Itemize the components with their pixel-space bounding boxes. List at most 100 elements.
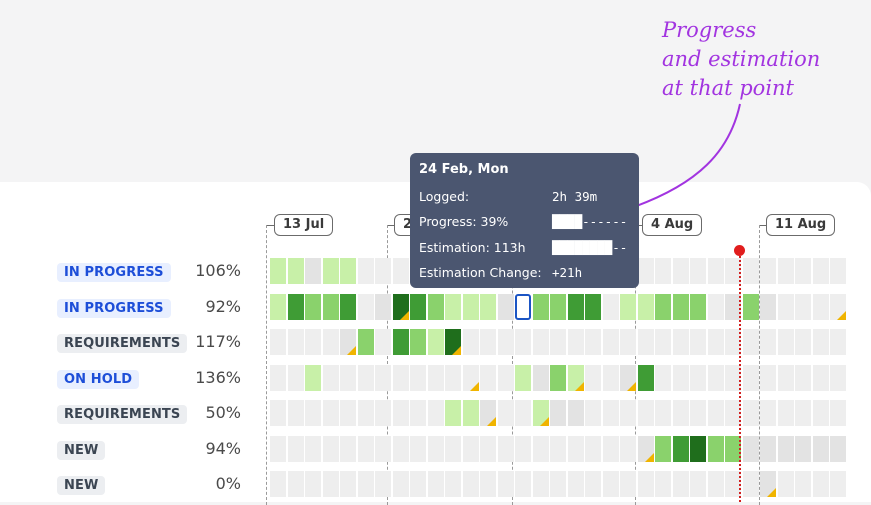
grid-cell[interactable] xyxy=(480,365,496,391)
grid-cell[interactable] xyxy=(585,365,601,391)
grid-cell[interactable] xyxy=(690,471,706,497)
status-badge[interactable]: ON HOLD xyxy=(57,370,140,389)
grid-cell[interactable] xyxy=(410,400,426,426)
grid-cell[interactable] xyxy=(602,365,619,391)
grid-cell[interactable] xyxy=(742,400,759,426)
grid-cell[interactable] xyxy=(725,294,741,320)
grid-cell[interactable] xyxy=(672,436,689,462)
grid-cell[interactable] xyxy=(672,294,689,320)
grid-cell[interactable] xyxy=(322,365,339,391)
grid-cell[interactable] xyxy=(287,365,304,391)
grid-cell[interactable] xyxy=(427,365,444,391)
grid-cell[interactable] xyxy=(672,365,689,391)
grid-cell[interactable] xyxy=(287,471,304,497)
grid-cell[interactable] xyxy=(270,436,286,462)
grid-cell[interactable] xyxy=(777,294,794,320)
grid-cell[interactable] xyxy=(760,400,776,426)
grid-cell[interactable] xyxy=(567,365,584,391)
grid-cell[interactable] xyxy=(760,436,776,462)
grid-cell[interactable] xyxy=(690,294,706,320)
grid-cell[interactable] xyxy=(620,365,636,391)
grid-cell[interactable] xyxy=(427,400,444,426)
grid-cell[interactable] xyxy=(462,436,479,462)
grid-cell[interactable] xyxy=(707,294,724,320)
grid-cell[interactable] xyxy=(655,294,671,320)
grid-cell[interactable] xyxy=(340,258,356,284)
grid-cell[interactable] xyxy=(777,365,794,391)
grid-cell[interactable] xyxy=(707,436,724,462)
grid-cell[interactable] xyxy=(445,471,461,497)
grid-cell[interactable] xyxy=(515,365,531,391)
grid-cell[interactable] xyxy=(585,294,601,320)
grid-cell[interactable] xyxy=(375,294,391,320)
grid-cell[interactable] xyxy=(357,329,374,355)
grid-cell[interactable] xyxy=(830,329,846,355)
grid-cell[interactable] xyxy=(287,329,304,355)
grid-cell[interactable] xyxy=(340,436,356,462)
grid-cell[interactable] xyxy=(725,365,741,391)
grid-cell[interactable] xyxy=(357,365,374,391)
grid-cell[interactable] xyxy=(532,400,549,426)
grid-cell[interactable] xyxy=(532,294,549,320)
grid-cell[interactable] xyxy=(655,436,671,462)
grid-cell[interactable] xyxy=(567,294,584,320)
grid-cell[interactable] xyxy=(322,294,339,320)
grid-cell[interactable] xyxy=(690,400,706,426)
grid-cell[interactable] xyxy=(550,329,566,355)
grid-cell[interactable] xyxy=(777,436,794,462)
grid-cell[interactable] xyxy=(637,471,654,497)
grid-cell[interactable] xyxy=(690,436,706,462)
grid-cell[interactable] xyxy=(777,329,794,355)
grid-cell[interactable] xyxy=(462,400,479,426)
grid-cell[interactable] xyxy=(480,294,496,320)
grid-cell[interactable] xyxy=(830,294,846,320)
grid-cell[interactable] xyxy=(567,329,584,355)
grid-cell[interactable] xyxy=(812,329,829,355)
grid-cell[interactable] xyxy=(462,471,479,497)
status-badge[interactable]: NEW xyxy=(57,476,106,495)
grid-cell[interactable] xyxy=(357,258,374,284)
grid-cell[interactable] xyxy=(550,400,566,426)
grid-cell[interactable] xyxy=(532,365,549,391)
grid-cell[interactable] xyxy=(777,258,794,284)
grid-cell[interactable] xyxy=(480,436,496,462)
grid-cell[interactable] xyxy=(340,365,356,391)
grid-cell[interactable] xyxy=(392,365,409,391)
grid-cell[interactable] xyxy=(305,400,321,426)
grid-cell[interactable] xyxy=(392,400,409,426)
grid-cell[interactable] xyxy=(445,294,461,320)
grid-cell[interactable] xyxy=(357,294,374,320)
grid-cell[interactable] xyxy=(550,471,566,497)
grid-cell[interactable] xyxy=(515,400,531,426)
grid-cell[interactable] xyxy=(742,294,759,320)
grid-cell[interactable] xyxy=(830,471,846,497)
grid-cell[interactable] xyxy=(392,471,409,497)
status-badge[interactable]: REQUIREMENTS xyxy=(57,334,188,353)
grid-cell[interactable] xyxy=(690,365,706,391)
grid-cell[interactable] xyxy=(340,329,356,355)
grid-cell[interactable] xyxy=(375,258,391,284)
grid-cell[interactable] xyxy=(725,400,741,426)
grid-cell[interactable] xyxy=(655,329,671,355)
grid-cell[interactable] xyxy=(375,329,391,355)
grid-cell[interactable] xyxy=(515,329,531,355)
grid-cell[interactable] xyxy=(287,294,304,320)
grid-cell[interactable] xyxy=(340,471,356,497)
grid-cell[interactable] xyxy=(480,471,496,497)
grid-cell[interactable] xyxy=(305,258,321,284)
grid-cell[interactable] xyxy=(655,471,671,497)
grid-cell[interactable] xyxy=(707,400,724,426)
grid-cell[interactable] xyxy=(637,400,654,426)
grid-cell[interactable] xyxy=(795,258,811,284)
grid-cell[interactable] xyxy=(375,365,391,391)
grid-cell[interactable] xyxy=(270,400,286,426)
grid-cell[interactable] xyxy=(305,471,321,497)
grid-cell[interactable] xyxy=(725,329,741,355)
grid-cell[interactable] xyxy=(410,365,426,391)
grid-cell[interactable] xyxy=(357,400,374,426)
grid-cell[interactable] xyxy=(742,471,759,497)
grid-cell[interactable] xyxy=(270,258,286,284)
grid-cell[interactable] xyxy=(410,294,426,320)
grid-cell[interactable] xyxy=(497,365,514,391)
grid-cell[interactable] xyxy=(742,258,759,284)
